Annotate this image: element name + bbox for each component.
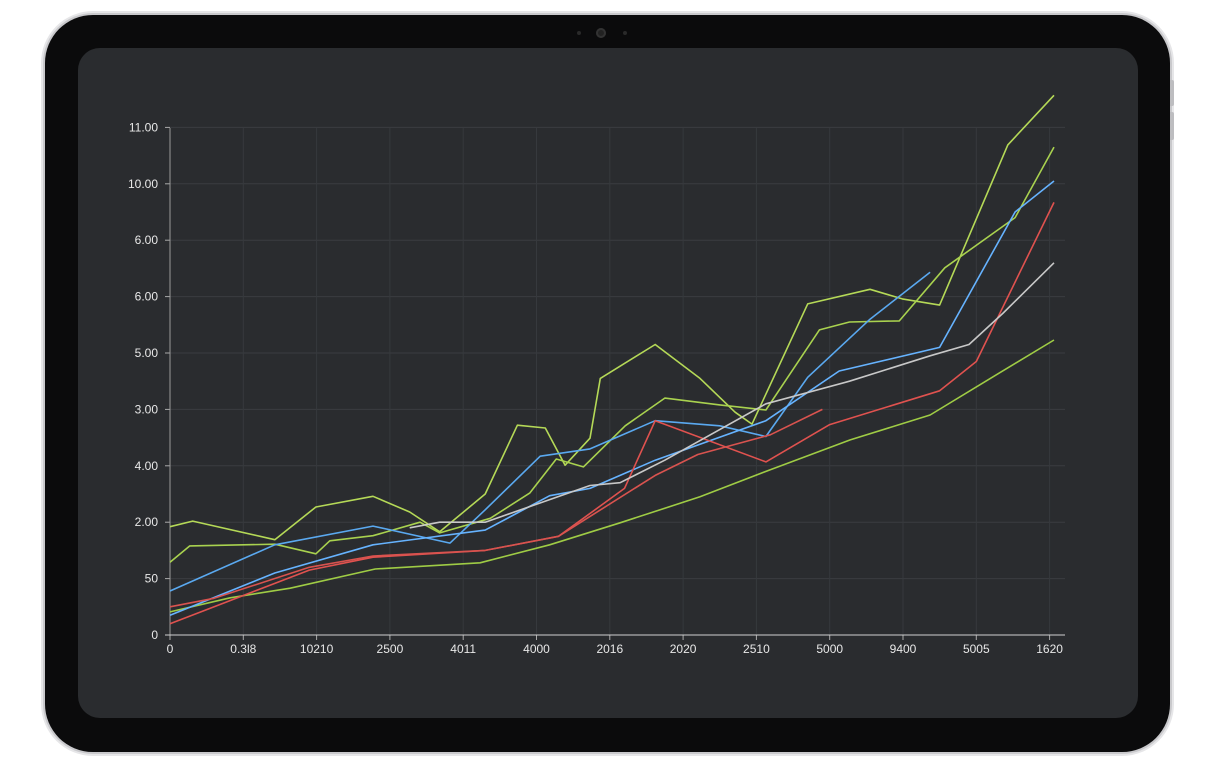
sensor-dot <box>623 31 627 35</box>
x-tick-label: 4011 <box>450 642 476 656</box>
series-line-5 <box>169 202 1055 625</box>
series-line-6 <box>169 408 823 608</box>
series-line-1 <box>169 146 1055 563</box>
y-tick-label: 50 <box>145 572 159 586</box>
series-line-3 <box>169 271 931 592</box>
axes <box>165 126 1065 640</box>
y-tick-label: 6.00 <box>135 233 159 247</box>
screen <box>78 48 1138 718</box>
y-tick-label: 4.00 <box>135 459 159 473</box>
y-tick-label: 6.00 <box>135 290 159 304</box>
x-tick-label: 5000 <box>816 642 843 656</box>
y-tick-label: 3.00 <box>135 402 159 416</box>
x-tick-label: 0 <box>167 642 174 656</box>
x-tick-label: 2510 <box>743 642 770 656</box>
x-tick-label: 1620 <box>1036 642 1063 656</box>
series-line-2 <box>169 339 1055 613</box>
camera <box>596 28 606 38</box>
sensor-dot <box>577 31 581 35</box>
y-tick-label: 0 <box>151 628 158 642</box>
y-tick-label: 11.00 <box>129 120 158 134</box>
y-tick-label: 5.00 <box>135 346 159 360</box>
tick-labels: 0 50 2.00 4.00 3.00 5.00 6.00 6.00 10.00 11.00 0 0.… <box>128 120 1063 656</box>
series-line-0 <box>169 94 1055 541</box>
x-tick-label: 10210 <box>300 642 334 656</box>
x-tick-label: 2500 <box>377 642 404 656</box>
x-tick-label: 4000 <box>523 642 550 656</box>
y-tick-label: 2.00 <box>135 515 159 529</box>
y-tick-label: 10.00 <box>128 177 158 191</box>
x-tick-label: 9400 <box>890 642 917 656</box>
grid <box>170 126 1065 635</box>
series-line-7 <box>409 262 1055 529</box>
volume-button <box>1170 80 1174 106</box>
x-tick-label: 2016 <box>596 642 623 656</box>
x-tick-label: 0.3l8 <box>230 642 256 656</box>
series-line-4 <box>169 180 1055 617</box>
x-tick-label: 5005 <box>963 642 990 656</box>
x-tick-label: 2020 <box>670 642 697 656</box>
series-lines <box>169 94 1055 625</box>
volume-button <box>1170 112 1174 140</box>
